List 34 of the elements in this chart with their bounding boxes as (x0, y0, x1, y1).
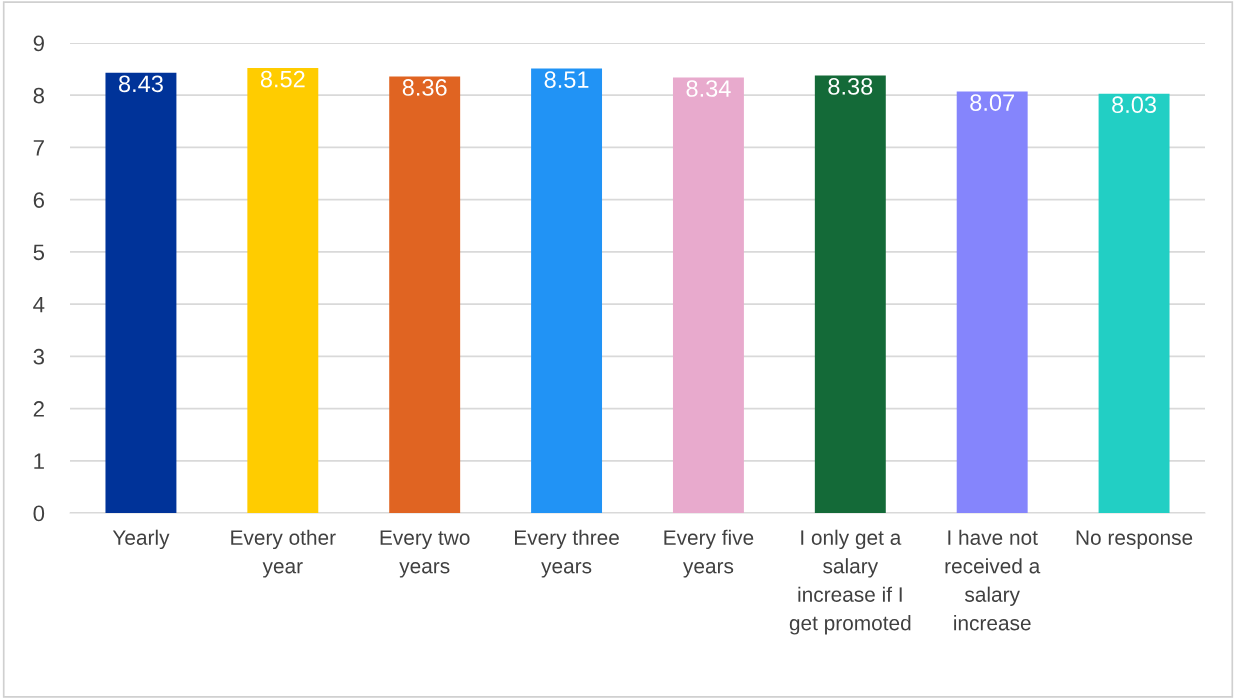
bar (531, 68, 603, 513)
x-tick-label: I have not received a salary increase (945, 529, 1041, 631)
bar (105, 72, 177, 513)
y-tick-label: 2 (33, 401, 44, 417)
y-tick-label: 5 (33, 244, 45, 261)
bar (672, 77, 744, 513)
y-tick-label: 8 (33, 87, 45, 104)
data-label: 8.51 (544, 71, 589, 88)
y-tick-label: 1 (34, 453, 44, 469)
data-label: 8.07 (970, 94, 1014, 111)
y-tick-label: 0 (33, 505, 45, 522)
x-tick-label: Every two years (380, 530, 470, 578)
data-label: 8.34 (686, 80, 731, 97)
y-tick-label: 9 (33, 35, 44, 52)
x-tick-label: Every five years (664, 529, 754, 578)
y-tick-label: 3 (33, 348, 45, 365)
data-label: 8.43 (118, 75, 163, 93)
x-tick-label: I only get a salary increase if I get promoted (789, 529, 911, 635)
bar (814, 75, 886, 513)
y-tick-label: 6 (33, 192, 45, 208)
bar (1098, 93, 1170, 513)
data-label: 8.38 (828, 78, 873, 95)
data-label: 8.03 (1112, 96, 1156, 114)
y-tick-label: 4 (33, 296, 45, 313)
x-tick-label: Every three years (515, 529, 619, 578)
bar (389, 76, 461, 513)
data-label: 8.36 (402, 79, 447, 96)
x-tick-label: Every other year (231, 529, 336, 578)
x-tick-label: Yearly (112, 529, 170, 550)
y-tick-label: 7 (33, 140, 44, 156)
bar (956, 91, 1028, 513)
x-tick-label: No response (1076, 530, 1193, 550)
data-label: 8.52 (260, 70, 305, 88)
bar (247, 68, 319, 513)
